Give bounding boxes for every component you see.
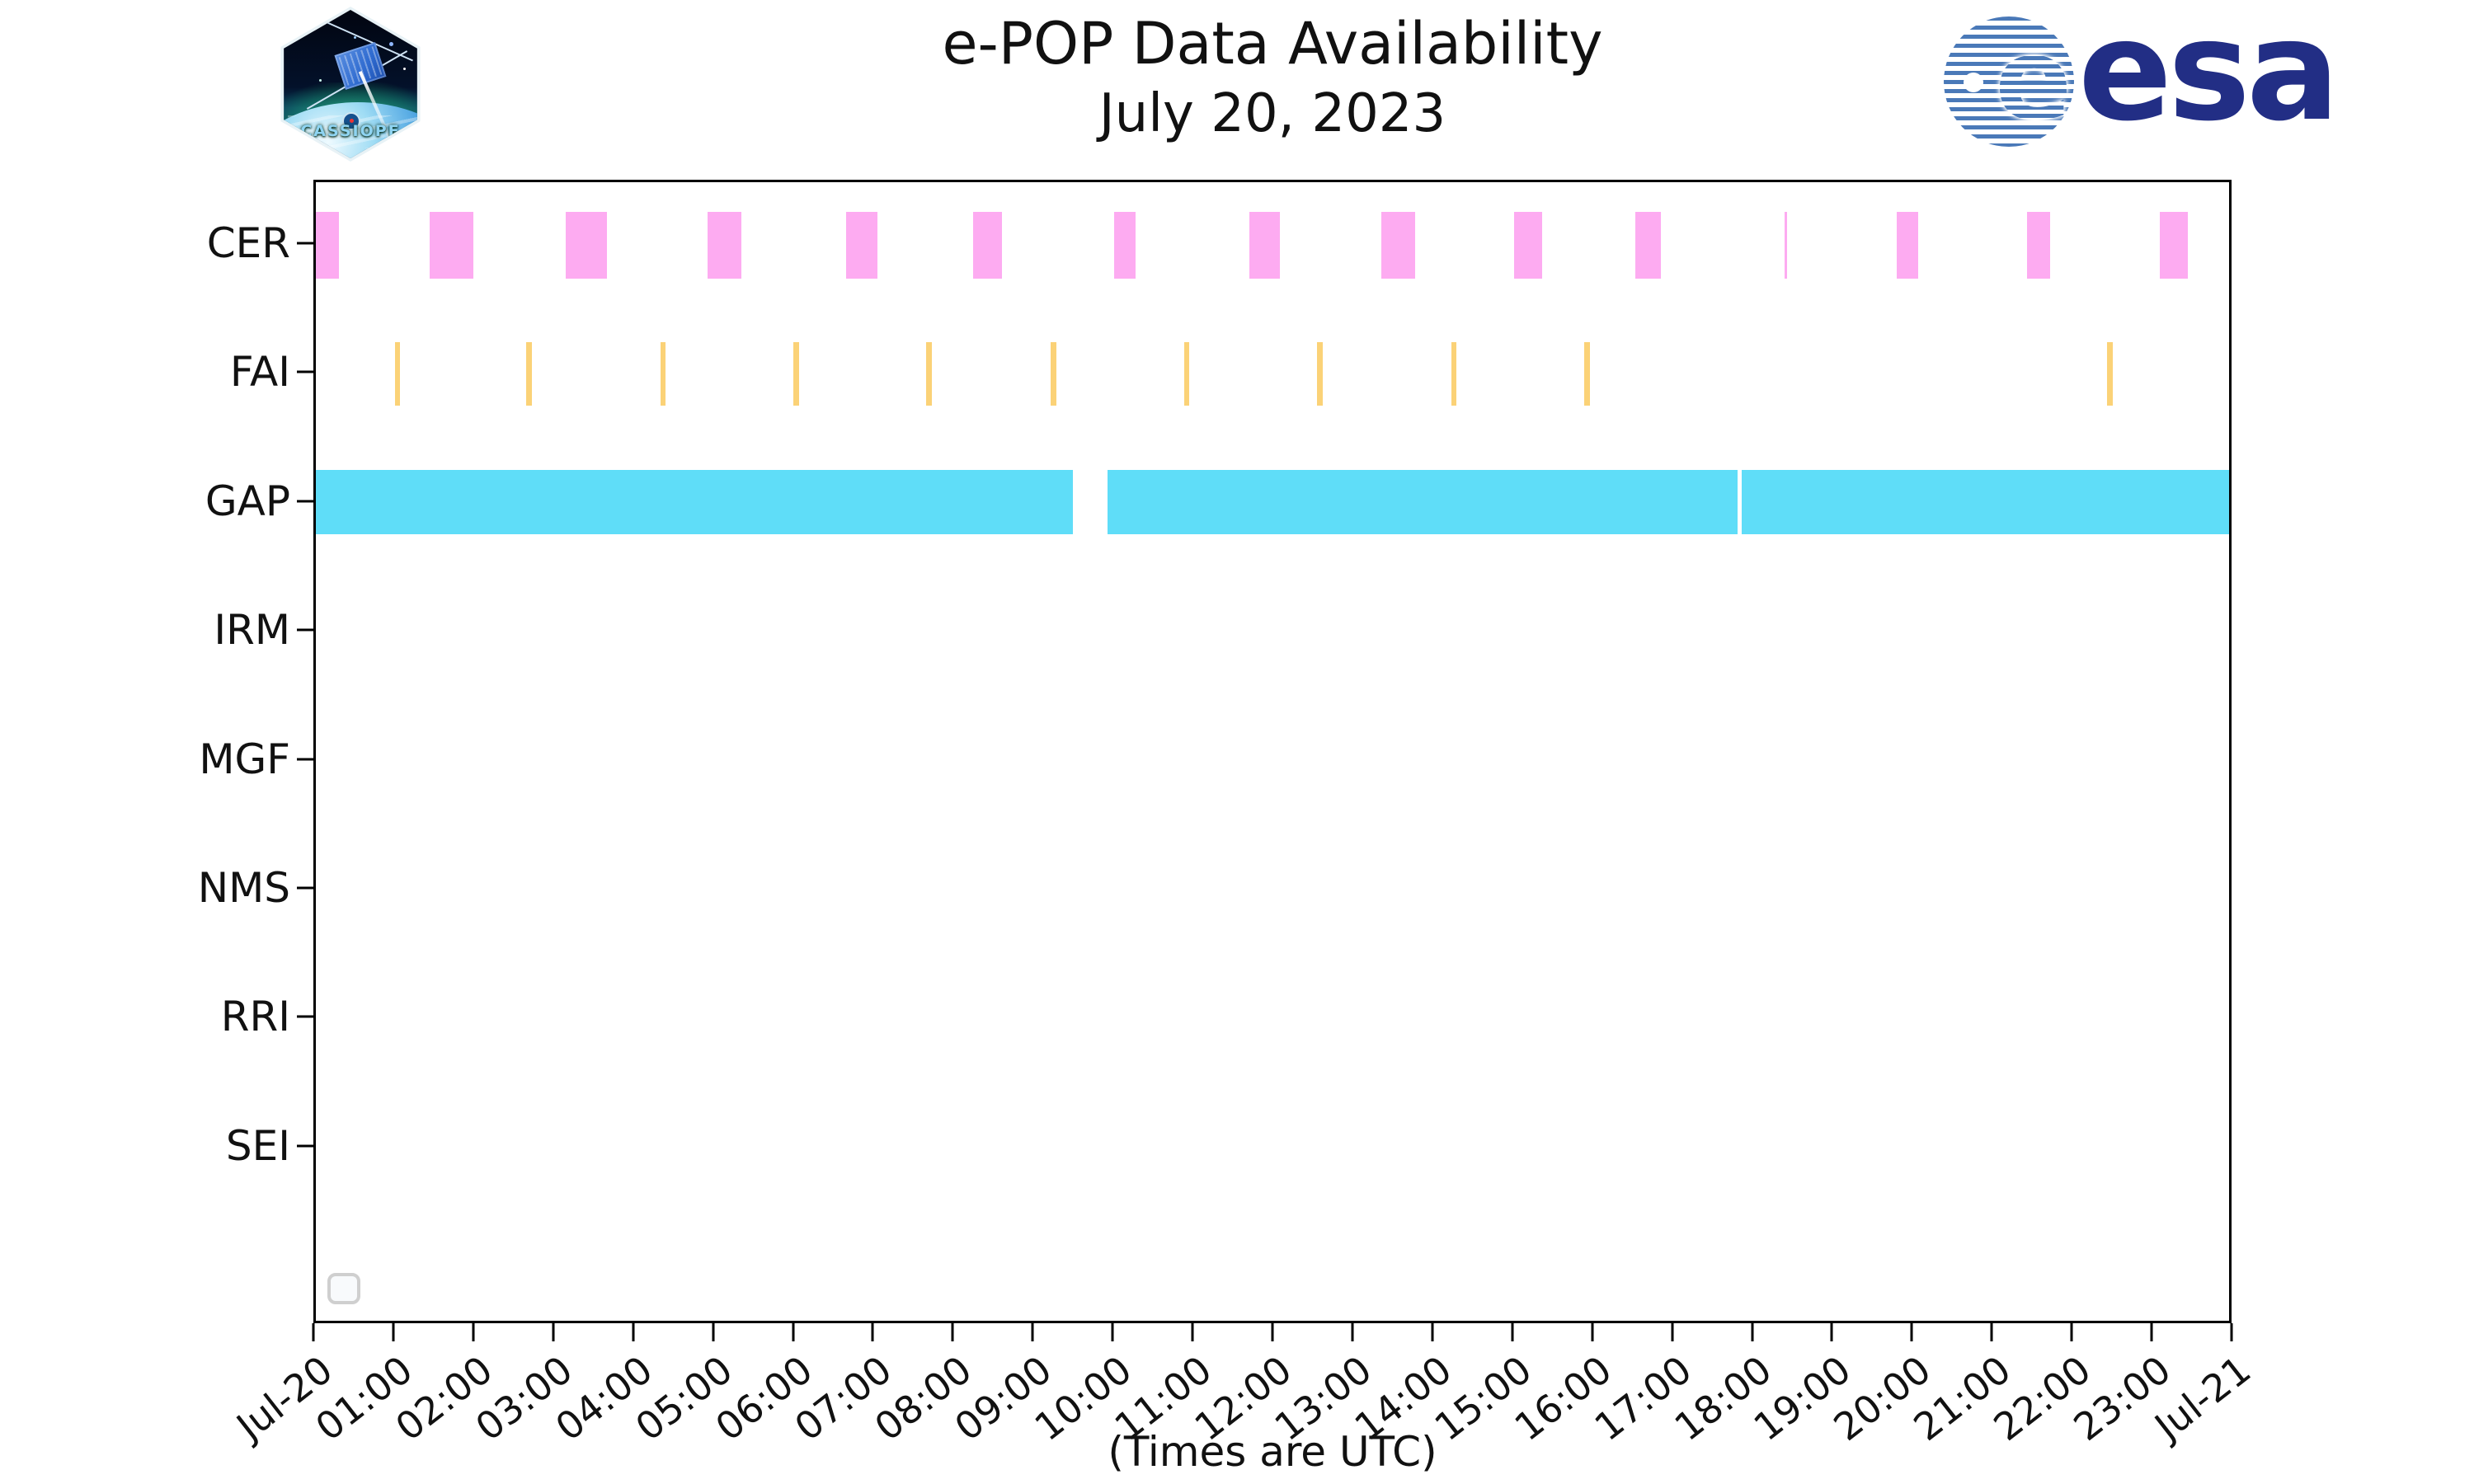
x-tick bbox=[392, 1323, 395, 1341]
x-tick bbox=[632, 1323, 635, 1341]
availability-bar-cer bbox=[1896, 211, 1918, 279]
availability-bar-cer bbox=[1113, 211, 1136, 279]
esa-globe-icon: e bbox=[1944, 16, 2074, 147]
availability-bar-cer bbox=[2159, 211, 2188, 279]
row-label-cer: CER bbox=[206, 218, 290, 267]
availability-bar-cer bbox=[1513, 211, 1542, 279]
esa-wordmark: esa bbox=[2078, 0, 2340, 152]
cassiope-label: CASSIOPE bbox=[300, 122, 401, 140]
y-tick bbox=[297, 1144, 313, 1148]
x-tick bbox=[1351, 1323, 1354, 1341]
x-tick bbox=[951, 1323, 954, 1341]
availability-bar-fai bbox=[793, 341, 799, 406]
x-tick bbox=[312, 1323, 315, 1341]
x-tick bbox=[1591, 1323, 1594, 1341]
x-tick bbox=[1830, 1323, 1833, 1341]
row-label-mgf: MGF bbox=[199, 735, 290, 783]
y-tick bbox=[297, 242, 313, 245]
x-tick bbox=[712, 1323, 715, 1341]
y-tick bbox=[297, 1015, 313, 1018]
availability-bar-fai bbox=[526, 341, 532, 406]
y-axis-labels: CER FAI GAP IRM MGF NMS RRI SEI bbox=[0, 180, 290, 1323]
availability-bar-fai bbox=[394, 341, 401, 406]
x-tick bbox=[792, 1323, 794, 1341]
x-tick bbox=[1751, 1323, 1753, 1341]
x-tick bbox=[1910, 1323, 1913, 1341]
availability-bar-cer bbox=[2027, 211, 2051, 279]
x-axis-caption: (Times are UTC) bbox=[1108, 1428, 1437, 1476]
availability-bar-cer bbox=[1784, 211, 1788, 279]
x-tick bbox=[1990, 1323, 1993, 1341]
x-tick bbox=[552, 1323, 555, 1341]
availability-bar-fai bbox=[1451, 341, 1457, 406]
esa-globe-dot-icon bbox=[1964, 73, 1983, 92]
availability-bar-gap bbox=[1742, 470, 2229, 534]
x-tick bbox=[1191, 1323, 1194, 1341]
availability-bar-cer bbox=[316, 211, 340, 279]
availability-bar-cer bbox=[1381, 211, 1416, 279]
availability-bar-fai bbox=[926, 341, 933, 406]
y-tick bbox=[297, 758, 313, 761]
availability-bar-fai bbox=[660, 341, 666, 406]
page-subtitle: July 20, 2023 bbox=[1098, 82, 1446, 144]
x-axis-ticks bbox=[312, 1323, 2233, 1343]
availability-bar-fai bbox=[1051, 341, 1057, 406]
csa-roundel-icon bbox=[342, 112, 360, 130]
availability-bar-cer bbox=[972, 211, 1003, 279]
availability-bar-cer bbox=[1249, 211, 1280, 279]
availability-bar-cer bbox=[565, 211, 607, 279]
availability-bar-fai bbox=[1183, 341, 1190, 406]
x-tick bbox=[1511, 1323, 1514, 1341]
availability-bar-fai bbox=[2107, 341, 2113, 406]
availability-bar-gap bbox=[316, 470, 1074, 534]
cassiope-mission-patch: CASSIOPE bbox=[280, 7, 421, 162]
availability-bar-cer bbox=[845, 211, 878, 279]
chart-title-block: e-POP Data Availability July 20, 2023 bbox=[860, 8, 1685, 147]
availability-bar-cer bbox=[707, 211, 742, 279]
y-tick bbox=[297, 500, 313, 503]
row-label-irm: IRM bbox=[214, 606, 290, 655]
x-tick bbox=[2070, 1323, 2073, 1341]
legend-box bbox=[327, 1273, 360, 1304]
availability-bar-fai bbox=[1317, 341, 1323, 406]
row-label-sei: SEI bbox=[225, 1121, 290, 1170]
y-axis-ticks bbox=[297, 180, 313, 1323]
row-label-nms: NMS bbox=[197, 863, 290, 912]
x-tick bbox=[1111, 1323, 1114, 1341]
availability-bar-cer bbox=[430, 211, 474, 279]
row-label-gap: GAP bbox=[205, 477, 290, 525]
cassiope-patch-art: CASSIOPE bbox=[284, 10, 417, 158]
availability-bar-fai bbox=[1583, 341, 1590, 406]
stars-decoration bbox=[304, 28, 307, 31]
x-tick bbox=[1431, 1323, 1434, 1341]
x-tick bbox=[1031, 1323, 1034, 1341]
row-label-rri: RRI bbox=[220, 993, 290, 1041]
esa-e-icon: e bbox=[1995, 13, 2072, 146]
plot-area bbox=[313, 180, 2232, 1323]
x-tick bbox=[2150, 1323, 2153, 1341]
x-tick bbox=[1271, 1323, 1274, 1341]
x-tick bbox=[2230, 1323, 2233, 1341]
availability-bar-cer bbox=[1634, 211, 1661, 279]
x-tick bbox=[1671, 1323, 1674, 1341]
x-tick bbox=[472, 1323, 475, 1341]
y-tick bbox=[297, 370, 313, 373]
x-tick bbox=[871, 1323, 874, 1341]
y-tick bbox=[297, 628, 313, 632]
availability-bar-gap bbox=[1107, 470, 1738, 534]
y-tick bbox=[297, 886, 313, 890]
row-label-fai: FAI bbox=[229, 348, 290, 397]
page-title: e-POP Data Availability bbox=[942, 10, 1603, 77]
